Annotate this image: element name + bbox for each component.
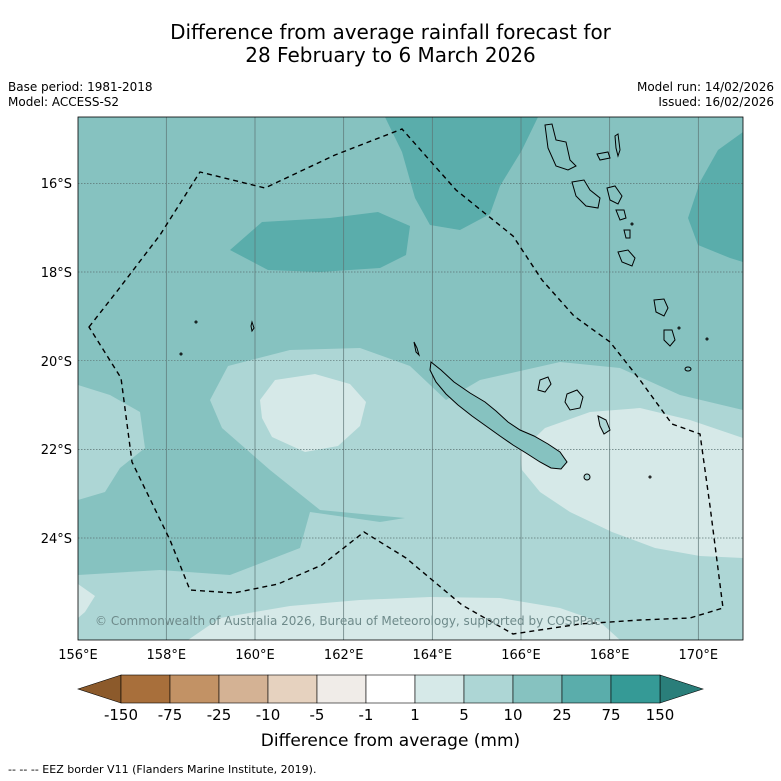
anomaly-1-5-sw (78, 584, 95, 618)
colorbar-tick-label: 5 (459, 706, 469, 724)
lat-tick-16s: 16°S (41, 177, 72, 192)
meta-right: Model run: 14/02/2026 Issued: 16/02/2026 (637, 80, 774, 110)
colorbar-segment (169, 674, 220, 704)
anomaly-25-75-band (230, 212, 410, 272)
copyright-notice: © Commonwealth of Australia 2026, Bureau… (95, 614, 601, 628)
colorbar-segment (316, 674, 367, 704)
lon-tick-156e: 156°E (58, 648, 98, 663)
map-frame (77, 116, 744, 641)
colorbar-segment (218, 674, 269, 704)
colorbar-tick-label: 150 (645, 706, 675, 724)
colorbar-segment (463, 674, 514, 704)
lon-tick-168e: 168°E (590, 648, 630, 663)
title-line-1: Difference from average rainfall forecas… (170, 20, 611, 44)
lon-tick-170e: 170°E (679, 648, 719, 663)
colorbar-tick-label: -1 (358, 706, 374, 724)
lat-axis-labels: 16°S 18°S 20°S 22°S 24°S (41, 177, 72, 547)
colorbar-low-extension (77, 674, 122, 704)
anomaly-1-5-east (520, 408, 743, 558)
title-line-2: 28 February to 6 March 2026 (245, 43, 536, 67)
colorbar-segment (610, 674, 661, 704)
graticule (78, 117, 743, 640)
colorbar-segment (120, 674, 171, 704)
colorbar-tick-label: 10 (503, 706, 523, 724)
anomaly-25-75-north (385, 117, 538, 230)
anomaly-1-5-south (188, 597, 620, 640)
loyalty-islands (537, 376, 611, 481)
model-run: Model run: 14/02/2026 (636, 80, 774, 94)
lat-tick-18s: 18°S (41, 266, 72, 281)
eez-border (88, 128, 724, 635)
colorbar-tick-label: -5 (309, 706, 325, 724)
lon-axis-labels: 156°E 158°E 160°E 162°E 164°E 166°E 168°… (58, 648, 718, 663)
colorbar-segment (512, 674, 563, 704)
model-name: Model: ACCESS-S2 (8, 95, 120, 109)
colorbar-tick-label: 25 (552, 706, 572, 724)
small-islets (179, 320, 652, 479)
meta-left: Base period: 1981-2018 Model: ACCESS-S2 (8, 80, 153, 110)
colorbar-tick-label: -150 (103, 706, 139, 724)
colorbar-high-extension (659, 674, 704, 704)
eez-footnote: -- -- -- EEZ border V11 (Flanders Marine… (8, 763, 317, 776)
lon-tick-164e: 164°E (413, 648, 453, 663)
colorbar-title: Difference from average (mm) (260, 731, 521, 751)
colorbar-tick-label: -10 (255, 706, 281, 724)
colorbar-segment (561, 674, 612, 704)
lat-tick-20s: 20°S (41, 355, 72, 370)
anomaly-1-5-central (260, 374, 366, 452)
base-period: Base period: 1981-2018 (8, 80, 153, 94)
colorbar-segment (414, 674, 465, 704)
new-caledonia-island (429, 361, 568, 470)
colorbar-segment (267, 674, 318, 704)
colorbar-segment (365, 674, 416, 704)
colorbar-tick-label: -25 (206, 706, 232, 724)
lat-tick-24s: 24°S (41, 532, 72, 547)
lon-tick-166e: 166°E (501, 648, 541, 663)
lon-tick-162e: 162°E (324, 648, 364, 663)
lat-tick-22s: 22°S (41, 443, 72, 458)
colorbar-tick-label: 75 (601, 706, 621, 724)
colorbar (77, 674, 704, 704)
colorbar-tick-label: -75 (157, 706, 183, 724)
lon-tick-160e: 160°E (235, 648, 275, 663)
vanuatu-islands (544, 123, 709, 372)
anomaly-5-10-west (78, 385, 145, 500)
lon-tick-158e: 158°E (147, 648, 187, 663)
anomaly-25-75-east (688, 132, 743, 262)
issued-date: Issued: 16/02/2026 (658, 95, 774, 109)
colorbar-tick-label: 1 (410, 706, 420, 724)
